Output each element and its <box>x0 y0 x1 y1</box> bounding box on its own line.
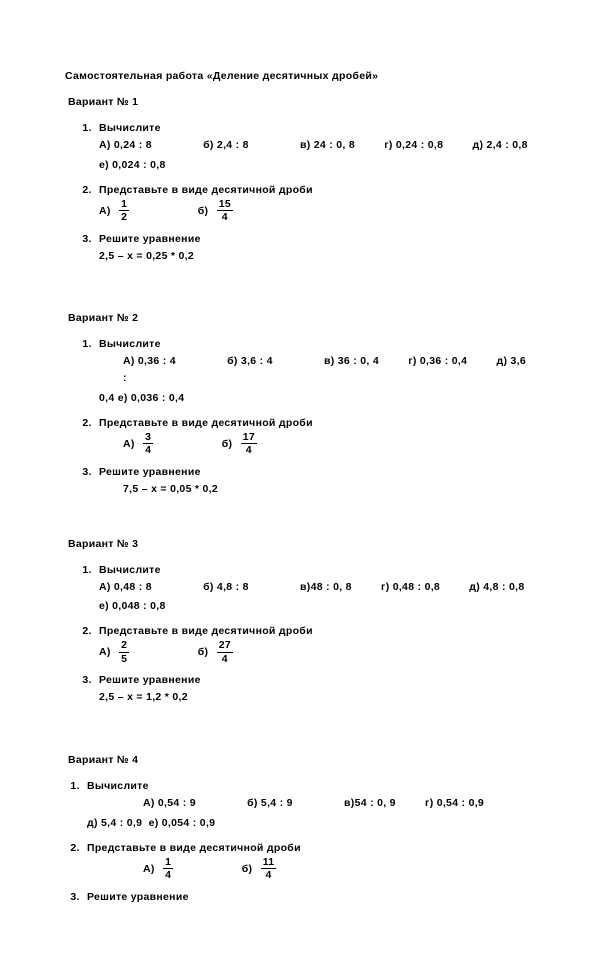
fraction: 1 2 <box>119 199 129 223</box>
task-list: Вычислите А) 0,48 : 8 б) 4,8 : 8 в)48 : … <box>65 564 530 706</box>
variant-title: Вариант № 1 <box>65 96 530 108</box>
task-item: Вычислите А) 0,36 : 4 б) 3,6 : 4 в) 36 :… <box>95 338 530 406</box>
fraction: 11 4 <box>261 857 277 881</box>
page: Самостоятельная работа «Деление десятичн… <box>0 0 595 961</box>
task-label: Вычислите <box>87 780 149 792</box>
task-item: Вычислите А) 0,54 : 9 б) 5,4 : 9 в)54 : … <box>83 780 530 832</box>
task-list: Вычислите А) 0,24 : 8 б) 2,4 : 8 в) 24 :… <box>65 122 530 264</box>
row: 2,5 – х = 1,2 * 0,2 <box>99 689 530 706</box>
task-label: Решите уравнение <box>87 891 189 903</box>
task-list: Вычислите А) 0,54 : 9 б) 5,4 : 9 в)54 : … <box>65 780 530 903</box>
task-label: Представьте в виде десятичной дроби <box>87 842 301 854</box>
variant-title: Вариант № 4 <box>65 754 530 766</box>
row: А) 0,54 : 9 б) 5,4 : 9 в)54 : 0, 9 г) 0,… <box>87 795 530 812</box>
task-item: Решите уравнение <box>83 891 530 903</box>
variant-title: Вариант № 3 <box>65 538 530 550</box>
row: А) 2 5 б) 27 4 <box>99 640 530 664</box>
task-item: Решите уравнение 2,5 – х = 0,25 * 0,2 <box>95 233 530 265</box>
task-item: Решите уравнение 7,5 – х = 0,05 * 0,2 <box>95 466 530 498</box>
task-list: Вычислите А) 0,36 : 4 б) 3,6 : 4 в) 36 :… <box>65 338 530 497</box>
task-label: Решите уравнение <box>99 233 201 245</box>
row: А) 1 2 б) 15 4 <box>99 199 530 223</box>
row: 7,5 – х = 0,05 * 0,2 <box>99 481 530 498</box>
task-label: Решите уравнение <box>99 466 201 478</box>
doc-title: Самостоятельная работа «Деление десятичн… <box>65 70 530 82</box>
fraction: 2 5 <box>119 640 129 664</box>
task-item: Вычислите А) 0,24 : 8 б) 2,4 : 8 в) 24 :… <box>95 122 530 174</box>
fraction: 1 4 <box>163 857 173 881</box>
fraction: 17 4 <box>241 432 257 456</box>
task-item: Представьте в виде десятичной дроби А) 2… <box>95 625 530 664</box>
task-item: Решите уравнение 2,5 – х = 1,2 * 0,2 <box>95 674 530 706</box>
task-label: Вычислите <box>99 564 161 576</box>
row: А) 0,48 : 8 б) 4,8 : 8 в)48 : 0, 8 г) 0,… <box>99 579 530 596</box>
row: 0,4 е) 0,036 : 0,4 <box>99 390 530 407</box>
fraction: 3 4 <box>143 432 153 456</box>
task-item: Представьте в виде десятичной дроби А) 1… <box>95 184 530 223</box>
row: А) 3 4 б) 17 4 <box>99 432 530 456</box>
task-label: Вычислите <box>99 338 161 350</box>
task-label: Представьте в виде десятичной дроби <box>99 417 313 429</box>
variant-title: Вариант № 2 <box>65 312 530 324</box>
task-label: Решите уравнение <box>99 674 201 686</box>
task-label: Представьте в виде десятичной дроби <box>99 184 313 196</box>
task-label: Представьте в виде десятичной дроби <box>99 625 313 637</box>
task-label: Вычислите <box>99 122 161 134</box>
fraction: 27 4 <box>217 640 233 664</box>
row: д) 5,4 : 0,9 е) 0,054 : 0,9 <box>87 815 530 832</box>
fraction: 15 4 <box>217 199 233 223</box>
row: А) 0,36 : 4 б) 3,6 : 4 в) 36 : 0, 4 г) 0… <box>99 353 530 387</box>
row: А) 0,24 : 8 б) 2,4 : 8 в) 24 : 0, 8 г) 0… <box>99 137 530 154</box>
task-item: Представьте в виде десятичной дроби А) 3… <box>95 417 530 456</box>
row: е) 0,048 : 0,8 <box>99 598 530 615</box>
row: е) 0,024 : 0,8 <box>99 157 530 174</box>
row: А) 1 4 б) 11 4 <box>87 857 530 881</box>
task-item: Представьте в виде десятичной дроби А) 1… <box>83 842 530 881</box>
task-item: Вычислите А) 0,48 : 8 б) 4,8 : 8 в)48 : … <box>95 564 530 616</box>
row: 2,5 – х = 0,25 * 0,2 <box>99 248 530 265</box>
